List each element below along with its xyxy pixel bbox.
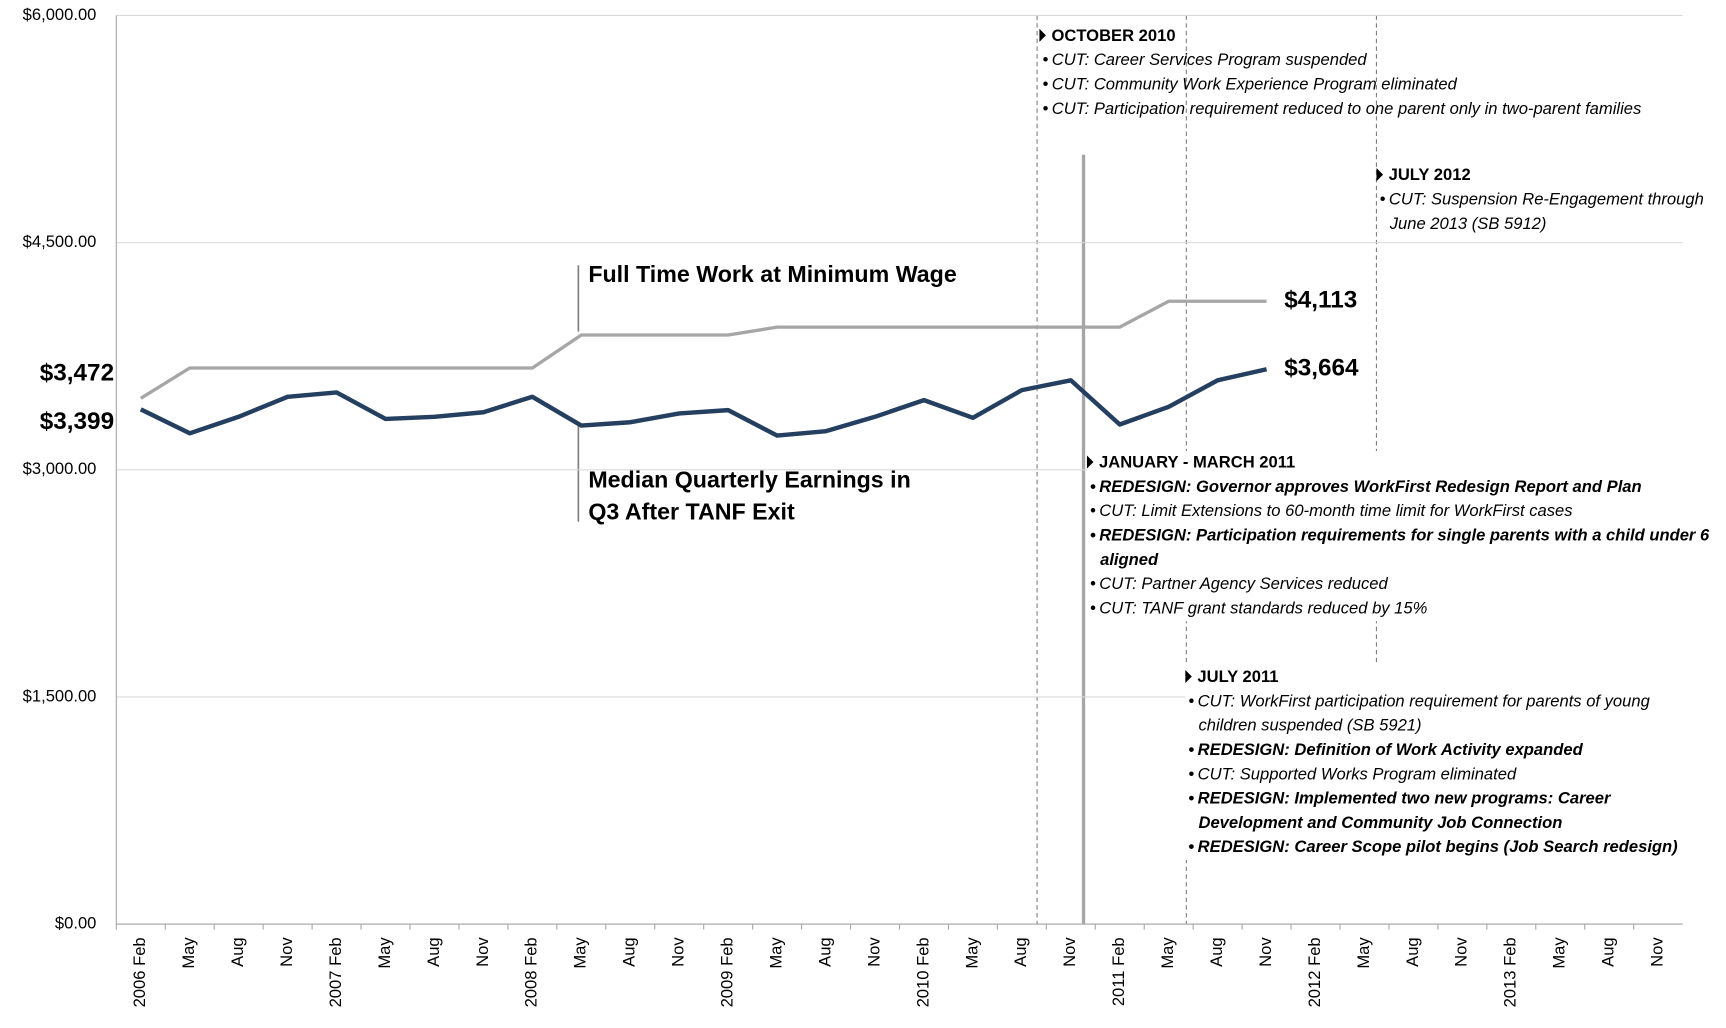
- x-tick-label: May: [1550, 937, 1569, 969]
- value-label: $3,664: [1284, 355, 1359, 382]
- annotation: OCTOBER 2010CUT: Career Services Program…: [1039, 24, 1713, 121]
- y-tick-label: $6,000.00: [23, 5, 97, 24]
- annotation-item: CUT: WorkFirst participation requirement…: [1185, 690, 1688, 739]
- x-tick-label: May: [375, 937, 394, 969]
- series-name: Full Time Work at Minimum Wage: [588, 261, 957, 288]
- x-tick-label: May: [766, 937, 785, 969]
- x-tick-label: May: [179, 937, 198, 969]
- x-tick-label: Nov: [669, 937, 688, 967]
- annotation-item: CUT: TANF grant standards reduced by 15%: [1087, 597, 1723, 621]
- y-tick-label: $3,000.00: [23, 459, 97, 478]
- annotation-box: JANUARY - MARCH 2011REDESIGN: Governor a…: [1087, 451, 1723, 639]
- x-tick-label: Aug: [1403, 937, 1422, 967]
- x-tick-label: 2008 Feb: [522, 937, 541, 1007]
- x-tick-label: Nov: [864, 937, 883, 967]
- series-name: Median Quarterly Earnings in Q3 After TA…: [588, 467, 911, 526]
- x-tick-label: Aug: [424, 937, 443, 967]
- x-tick-label: Nov: [1452, 937, 1471, 967]
- y-tick-label: $0.00: [55, 913, 97, 932]
- annotation-item: REDESIGN: Implemented two new programs: …: [1185, 787, 1688, 836]
- x-tick-label: 2010 Feb: [913, 937, 932, 1007]
- value-label: $3,399: [40, 408, 114, 435]
- x-tick-label: Nov: [473, 937, 492, 967]
- series-line: [139, 367, 1268, 438]
- annotation-title: JULY 2012: [1376, 164, 1708, 188]
- annotation-item: CUT: Limit Extensions to 60-month time l…: [1087, 500, 1723, 524]
- annotation-item: REDESIGN: Participation requirements for…: [1087, 524, 1723, 573]
- x-tick-label: 2006 Feb: [130, 937, 149, 1007]
- annotation-box: JULY 2011CUT: WorkFirst participation re…: [1185, 665, 1688, 903]
- x-tick-label: Nov: [1648, 937, 1667, 967]
- annotation-title: JULY 2011: [1185, 665, 1688, 689]
- annotation: JANUARY - MARCH 2011REDESIGN: Governor a…: [1086, 450, 1723, 622]
- annotation: JULY 2012CUT: Suspension Re-Engagement t…: [1376, 164, 1708, 237]
- x-tick-label: Aug: [1011, 937, 1030, 967]
- x-tick-label: May: [571, 937, 590, 969]
- annotation-item: CUT: Community Work Experience Program e…: [1039, 73, 1713, 97]
- x-tick-label: 2007 Feb: [326, 937, 345, 1007]
- series-name-box: Median Quarterly Earnings in Q3 After TA…: [588, 467, 911, 526]
- series-name-box: Full Time Work at Minimum Wage: [588, 261, 957, 288]
- annotation-item: REDESIGN: Career Scope pilot begins (Job…: [1185, 836, 1688, 860]
- y-tick-label: $4,500.00: [23, 232, 97, 251]
- x-tick-label: Nov: [277, 937, 296, 967]
- annotation-item: CUT: Participation requirement reduced t…: [1039, 97, 1713, 121]
- x-tick-label: May: [1158, 937, 1177, 969]
- annotation-item: CUT: Partner Agency Services reduced: [1087, 573, 1723, 597]
- annotation-item: REDESIGN: Definition of Work Activity ex…: [1185, 738, 1688, 762]
- x-tick-label: Aug: [815, 937, 834, 967]
- x-tick-label: May: [1354, 937, 1373, 969]
- annotation: JULY 2011CUT: WorkFirst participation re…: [1185, 665, 1689, 860]
- annotation-item: CUT: Supported Works Program eliminated: [1185, 763, 1688, 787]
- annotation-box: JULY 2012CUT: Suspension Re-Engagement t…: [1376, 164, 1708, 252]
- value-label: $3,472: [40, 359, 114, 386]
- annotation-title: JANUARY - MARCH 2011: [1087, 451, 1723, 475]
- x-tick-label: 2013 Feb: [1501, 937, 1520, 1007]
- annotation-item: CUT: Suspension Re-Engagement through Ju…: [1376, 188, 1708, 237]
- series-line: [139, 299, 1267, 400]
- x-tick-label: May: [962, 937, 981, 969]
- x-tick-label: 2011 Feb: [1109, 937, 1128, 1006]
- x-tick-label: 2009 Feb: [718, 937, 737, 1007]
- x-tick-label: Nov: [1060, 937, 1079, 967]
- annotation-item: CUT: Career Services Program suspended: [1039, 49, 1713, 73]
- annotation-title: OCTOBER 2010: [1039, 24, 1713, 48]
- annotation-box: OCTOBER 2010CUT: Career Services Program…: [1039, 24, 1713, 162]
- x-tick-label: Aug: [228, 937, 247, 967]
- x-tick-label: Aug: [620, 937, 639, 967]
- annotation-item: REDESIGN: Governor approves WorkFirst Re…: [1087, 475, 1723, 499]
- x-tick-label: Aug: [1207, 937, 1226, 967]
- y-tick-label: $1,500.00: [23, 686, 97, 705]
- x-tick-label: Aug: [1599, 937, 1618, 967]
- value-label: $4,113: [1284, 287, 1357, 314]
- x-tick-label: Nov: [1256, 937, 1275, 967]
- x-tick-label: 2012 Feb: [1305, 937, 1324, 1007]
